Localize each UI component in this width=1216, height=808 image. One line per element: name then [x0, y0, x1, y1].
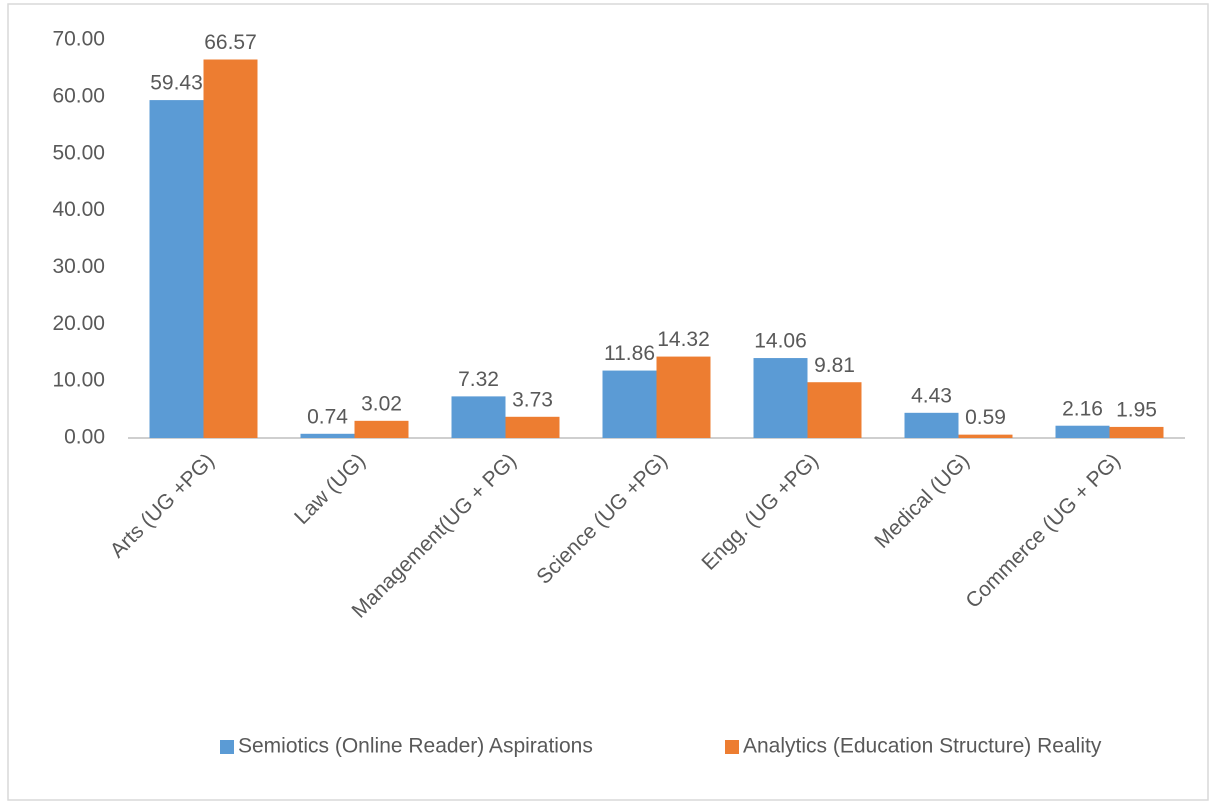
legend-label: Semiotics (Online Reader) Aspirations — [238, 735, 593, 758]
data-label: 14.06 — [754, 330, 807, 353]
y-tick-label: 50.00 — [52, 141, 105, 164]
data-label: 4.43 — [911, 384, 952, 407]
y-tick-label: 0.00 — [64, 426, 105, 449]
y-tick-label: 10.00 — [52, 369, 105, 392]
legend-label: Analytics (Education Structure) Reality — [743, 735, 1102, 758]
bar — [505, 416, 560, 438]
legend-swatch — [220, 740, 234, 754]
bar — [149, 100, 204, 439]
bar — [354, 420, 409, 438]
data-label: 14.32 — [657, 328, 710, 351]
data-label: 3.02 — [361, 392, 402, 415]
y-tick-label: 60.00 — [52, 84, 105, 107]
y-tick-label: 70.00 — [52, 28, 105, 51]
bar — [753, 358, 808, 438]
bar — [1109, 426, 1164, 438]
y-tick-label: 30.00 — [52, 255, 105, 278]
data-label: 59.43 — [150, 72, 203, 95]
data-label: 7.32 — [458, 368, 499, 391]
bar — [451, 396, 506, 438]
data-label: 2.16 — [1062, 397, 1103, 420]
data-label: 0.74 — [307, 405, 348, 428]
bar — [958, 434, 1013, 438]
bar — [656, 356, 711, 438]
data-label: 0.59 — [965, 406, 1006, 429]
bar — [602, 370, 657, 438]
bar — [300, 433, 355, 438]
bar — [904, 412, 959, 438]
y-tick-label: 40.00 — [52, 198, 105, 221]
legend-swatch — [725, 740, 739, 754]
data-label: 66.57 — [204, 31, 257, 54]
data-label: 3.73 — [512, 388, 553, 411]
bar — [1055, 425, 1110, 438]
y-tick-label: 20.00 — [52, 312, 105, 335]
bar — [203, 59, 258, 438]
data-label: 9.81 — [814, 354, 855, 377]
bar — [807, 382, 862, 438]
data-label: 11.86 — [604, 342, 655, 365]
data-label: 1.95 — [1116, 398, 1157, 421]
